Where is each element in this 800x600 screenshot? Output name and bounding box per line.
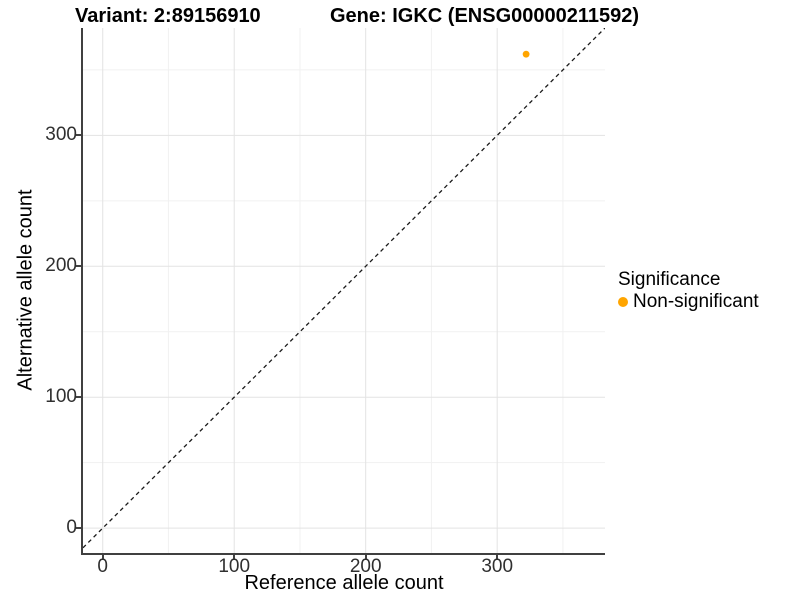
x-tick-label: 100	[218, 556, 251, 577]
legend-entry-label: Non-significant	[633, 291, 759, 312]
plot-title-gene: Gene: IGKC (ENSG00000211592)	[330, 5, 640, 27]
x-tick-mark	[364, 555, 367, 560]
y-tick-label: 200	[45, 255, 77, 277]
data-point	[522, 50, 530, 58]
x-axis-title: Reference allele count	[244, 572, 444, 594]
plot-area-svg	[83, 28, 605, 553]
y-axis-title: Alternative allele count	[14, 189, 37, 391]
legend-key-dot-icon	[618, 297, 628, 307]
x-tick-mark	[101, 555, 104, 560]
y-tick-mark	[76, 527, 81, 530]
y-tick-label: 0	[66, 517, 77, 539]
y-tick-mark	[76, 134, 81, 137]
y-tick-mark	[76, 396, 81, 399]
plot-panel	[81, 28, 605, 555]
x-tick-mark	[496, 555, 499, 560]
y-tick-mark	[76, 265, 81, 268]
identity-line	[83, 28, 605, 549]
legend-entry: Non-significant	[618, 291, 759, 313]
x-tick-label: 0	[97, 556, 108, 577]
x-tick-label: 200	[349, 556, 382, 577]
legend-title: Significance	[618, 269, 721, 290]
x-tick-label: 300	[481, 556, 514, 577]
y-tick-label: 300	[45, 124, 77, 146]
legend-entries: Non-significant	[618, 291, 759, 313]
plot-title-variant: Variant: 2:89156910	[75, 5, 261, 27]
y-tick-label: 100	[45, 386, 77, 408]
legend: Significance Non-significant	[618, 269, 759, 313]
x-tick-mark	[233, 555, 236, 560]
